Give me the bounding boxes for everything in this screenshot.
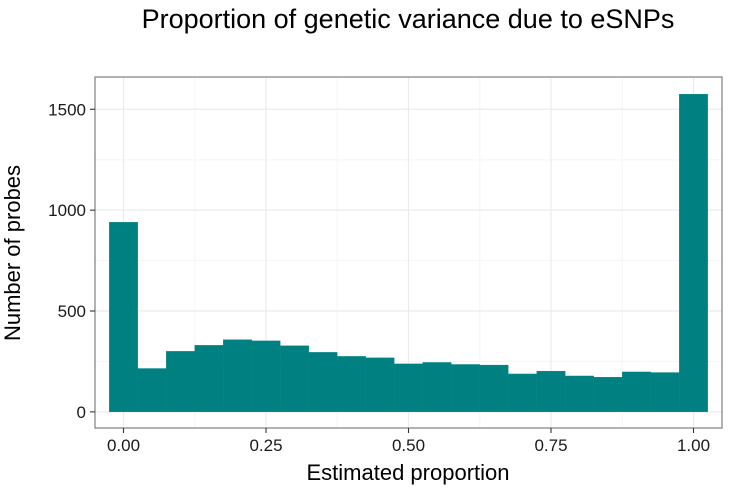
- histogram-bar: [166, 351, 195, 413]
- histogram-bar: [109, 222, 138, 413]
- bars-group: [109, 93, 708, 413]
- x-axis-ticks: 0.00 0.25 0.50 0.75 1.00: [107, 428, 710, 455]
- histogram-bar: [650, 372, 680, 413]
- y-axis-title: Number of probes: [0, 165, 25, 341]
- x-tick-label: 0.75: [534, 436, 567, 455]
- histogram-bar: [194, 345, 224, 413]
- histogram-bar: [223, 339, 252, 413]
- histogram-bar: [508, 373, 537, 413]
- y-tick-label: 0: [77, 403, 86, 422]
- histogram-bar: [593, 377, 623, 413]
- histogram-bar: [137, 368, 167, 413]
- histogram-bar: [251, 340, 281, 413]
- histogram-bar: [280, 345, 309, 413]
- y-tick-label: 500: [58, 302, 86, 321]
- histogram-bar: [365, 357, 395, 413]
- x-tick-label: 0.50: [392, 436, 425, 455]
- histogram-bar: [536, 370, 566, 413]
- x-tick-label: 0.00: [107, 436, 140, 455]
- chart-title: Proportion of genetic variance due to eS…: [142, 4, 675, 34]
- x-axis-title: Estimated proportion: [307, 460, 510, 485]
- histogram-bar: [679, 93, 708, 413]
- histogram-bar: [479, 364, 509, 413]
- histogram-bar: [394, 363, 423, 413]
- histogram-bar: [422, 362, 452, 413]
- histogram-bar: [451, 364, 480, 413]
- histogram-bar: [622, 371, 651, 413]
- x-tick-label: 0.25: [249, 436, 282, 455]
- histogram-bar: [308, 352, 338, 413]
- y-tick-label: 1000: [48, 201, 86, 220]
- y-tick-label: 1500: [48, 100, 86, 119]
- y-axis-ticks: 0 500 1000 1500: [48, 100, 95, 422]
- x-tick-label: 1.00: [677, 436, 710, 455]
- histogram-bar: [337, 356, 366, 413]
- histogram-bar: [565, 375, 594, 413]
